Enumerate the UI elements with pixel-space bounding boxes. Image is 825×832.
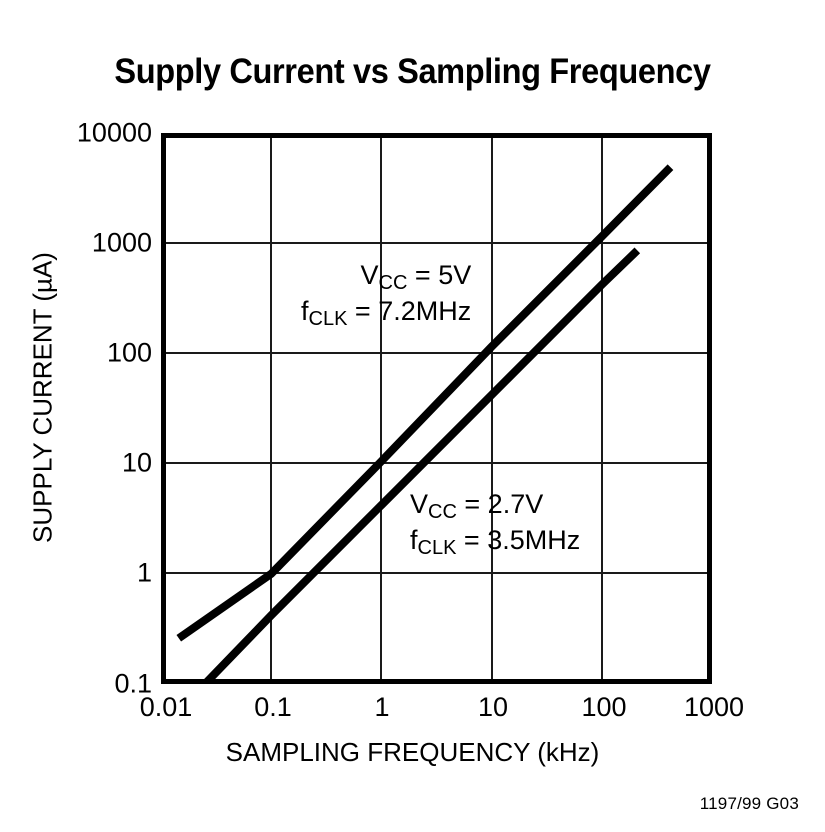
figure-id-label: 1197/99 G03 [699, 794, 799, 813]
annotation-5v-line2: fCLK = 7.2MHz [301, 294, 471, 330]
plot-svg [161, 133, 712, 684]
y-tick-10: 10 [121, 447, 152, 478]
plot-area: VCC = 5V fCLK = 7.2MHz VCC = 2.7V fCLK =… [161, 133, 712, 684]
chart-title: Supply Current vs Sampling Frequency [114, 52, 711, 91]
x-axis-tick-labels: 0.01 0.1 1 10 100 1000 [0, 694, 825, 734]
x-tick-0.01: 0.01 [139, 692, 193, 722]
curve-vcc-5v [176, 164, 674, 642]
annotation-27v-v: V [410, 489, 429, 519]
annotation-27v-line1: VCC = 2.7V [410, 487, 580, 523]
y-tick-0.1: 0.1 [114, 668, 152, 699]
x-tick-1: 1 [374, 692, 390, 722]
annotation-vcc-5v: VCC = 5V fCLK = 7.2MHz [301, 258, 472, 330]
annotation-5v-fvalue: = 7.2MHz [347, 295, 472, 326]
annotation-27v-fsub: CLK [417, 536, 457, 559]
y-tick-100: 100 [106, 337, 152, 368]
data-curves [176, 164, 674, 684]
annotation-5v-v: V [360, 260, 379, 290]
annotation-5v-line1: VCC = 5V [301, 258, 472, 294]
annotation-5v-value: = 5V [407, 260, 472, 290]
annotation-5v-sub: CC [378, 272, 408, 294]
annotation-27v-fvalue: = 3.5MHz [456, 524, 581, 555]
y-tick-1: 1 [136, 557, 152, 588]
gridlines [161, 133, 712, 684]
annotation-27v-value: = 2.7V [456, 489, 544, 519]
y-axis-tick-labels: 10000 1000 100 10 1 0.1 [0, 119, 152, 697]
plot-frame [161, 133, 712, 684]
x-tick-1000: 1000 [683, 692, 745, 722]
curve-vcc-2.7v [201, 247, 641, 684]
y-axis-title: SUPPLY CURRENT (µA) [27, 252, 58, 543]
x-axis-title: SAMPLING FREQUENCY (kHz) [225, 737, 600, 767]
y-tick-10000: 10000 [76, 117, 152, 148]
x-tick-100: 100 [581, 692, 627, 722]
annotation-27v-sub: CC [428, 501, 457, 523]
annotation-27v-line2: fCLK = 3.5MHz [410, 523, 580, 559]
annotation-vcc-2.7v: VCC = 2.7V fCLK = 3.5MHz [410, 487, 580, 559]
x-tick-10: 10 [477, 692, 509, 722]
x-tick-0.1: 0.1 [254, 692, 292, 722]
annotation-5v-f: f [301, 295, 309, 326]
annotation-27v-f: f [410, 524, 418, 555]
y-tick-1000: 1000 [91, 227, 152, 258]
annotation-5v-fsub: CLK [308, 307, 348, 330]
